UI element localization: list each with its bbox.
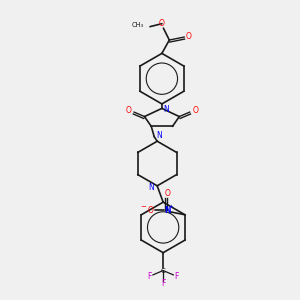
Text: O: O [125, 106, 131, 115]
Text: N: N [164, 206, 170, 215]
Text: F: F [174, 272, 179, 281]
Text: −: − [140, 204, 146, 210]
Text: O: O [159, 19, 165, 28]
Text: C: C [161, 268, 166, 274]
Text: N: N [157, 131, 163, 140]
Text: O: O [164, 190, 170, 199]
Text: CH₃: CH₃ [132, 22, 144, 28]
Text: N: N [148, 183, 154, 192]
Text: +: + [169, 204, 173, 209]
Text: F: F [148, 272, 152, 281]
Text: F: F [161, 279, 165, 288]
Text: N: N [164, 105, 169, 114]
Text: O: O [186, 32, 192, 41]
Text: O: O [193, 106, 199, 115]
Text: O: O [148, 206, 154, 215]
